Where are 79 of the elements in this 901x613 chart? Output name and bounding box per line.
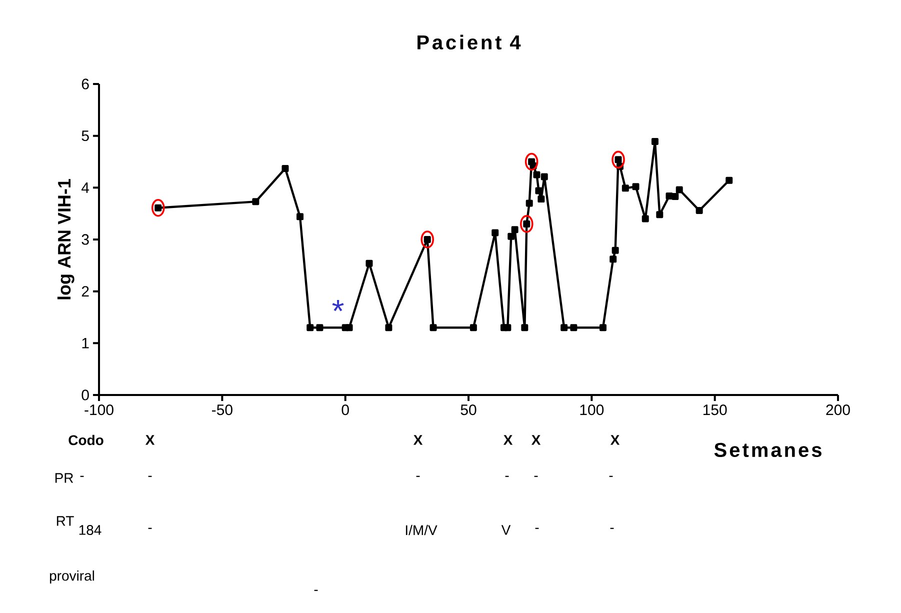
point — [642, 215, 649, 222]
text: - — [148, 528, 152, 529]
point — [524, 152, 538, 171]
text: proviral — [50, 570, 94, 584]
point — [622, 184, 629, 192]
text: - — [610, 528, 614, 529]
text: - — [416, 476, 420, 477]
point — [520, 215, 534, 233]
x-tick-label: 150 — [703, 404, 727, 416]
point — [470, 324, 477, 332]
point — [600, 324, 607, 332]
point — [504, 324, 512, 332]
point — [612, 246, 619, 254]
point — [492, 229, 499, 236]
text: X — [503, 435, 513, 445]
point — [296, 213, 304, 220]
chart-title: Pacient 4 — [418, 34, 521, 50]
text: Codo — [68, 434, 104, 446]
y-tick-label: 3 — [82, 234, 89, 245]
y-tick-label: 2 — [82, 286, 89, 297]
text: - — [505, 476, 509, 477]
point — [252, 198, 260, 206]
point — [346, 324, 353, 332]
x-tick-label: 100 — [580, 404, 604, 416]
text: X — [610, 435, 620, 445]
text: - — [535, 528, 539, 529]
text: PR — [55, 473, 74, 483]
point — [282, 164, 289, 172]
text: - — [314, 590, 318, 591]
y-tick-label: 5 — [82, 130, 89, 142]
text: - — [534, 476, 538, 477]
point — [540, 173, 548, 180]
point — [696, 206, 703, 214]
point — [526, 200, 533, 207]
point — [651, 138, 658, 146]
text: X — [531, 435, 541, 445]
point — [656, 211, 664, 218]
point — [612, 150, 625, 169]
text: - — [148, 476, 152, 477]
point — [420, 230, 434, 248]
point — [508, 232, 515, 240]
annotation: * — [332, 300, 344, 312]
text: RT — [56, 516, 74, 526]
point — [366, 260, 373, 267]
y-tick-label: 6 — [82, 78, 89, 90]
x-tick-label: -50 — [212, 404, 232, 416]
y-tick-label: 1 — [82, 338, 89, 348]
point — [535, 187, 542, 194]
point — [560, 324, 568, 332]
point — [538, 196, 545, 203]
point — [632, 183, 640, 190]
text: X — [413, 435, 423, 445]
text: - — [80, 476, 84, 477]
text: 184 — [79, 525, 102, 535]
point — [676, 186, 683, 194]
point — [306, 324, 314, 332]
point — [570, 324, 578, 332]
point — [511, 226, 518, 234]
point — [316, 324, 324, 332]
point — [533, 171, 540, 178]
point — [521, 324, 528, 332]
x-tick-label: 0 — [342, 404, 349, 416]
point — [726, 176, 733, 184]
text: - — [609, 476, 613, 477]
point — [385, 324, 392, 332]
y-tick-label: 0 — [82, 390, 89, 400]
x-axis-title: Setmanes — [714, 442, 822, 458]
y-axis-title: log ARN VIH-1 — [57, 178, 74, 300]
x-tick-label: -100 — [84, 404, 114, 416]
x-tick-label: 50 — [460, 404, 476, 416]
point — [672, 192, 679, 200]
text: X — [145, 435, 155, 445]
text: I/M/V — [406, 524, 438, 536]
text: V — [501, 525, 511, 535]
point — [610, 256, 617, 263]
point — [430, 324, 437, 332]
point — [151, 198, 165, 217]
y-tick-label: 4 — [81, 182, 90, 193]
x-tick-label: 200 — [826, 404, 850, 416]
